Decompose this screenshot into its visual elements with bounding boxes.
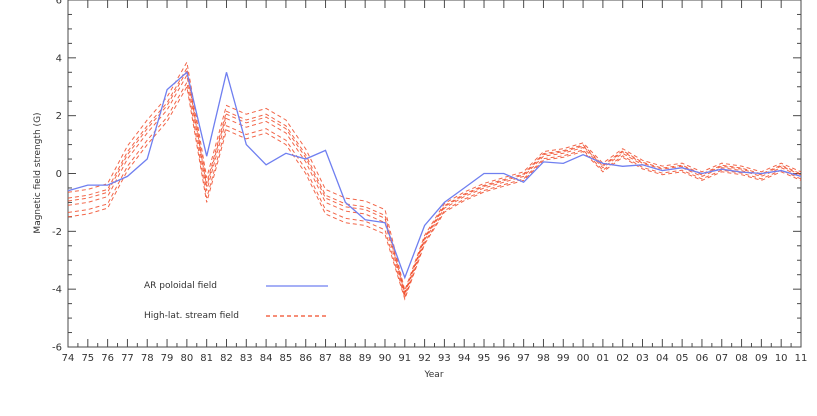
x-tick-label: 06 xyxy=(696,353,709,364)
series-layer xyxy=(67,60,802,301)
legend-label-stream: High-lat. stream field xyxy=(144,311,239,321)
y-tick-label: 4 xyxy=(56,53,62,64)
x-tick-label: 85 xyxy=(280,353,293,364)
x-tick-label: 74 xyxy=(62,353,75,364)
x-tick-label: 86 xyxy=(299,353,312,364)
x-tick-label: 09 xyxy=(755,353,768,364)
x-tick-label: 78 xyxy=(141,353,154,364)
x-tick-label: 87 xyxy=(319,353,332,364)
x-tick-label: 99 xyxy=(557,353,570,364)
x-tick-label: 97 xyxy=(517,353,530,364)
x-axis-label: Year xyxy=(423,370,443,380)
stream-field-line xyxy=(67,60,802,293)
x-tick-label: 94 xyxy=(458,353,471,364)
x-tick-label: 07 xyxy=(715,353,728,364)
stream-field-line xyxy=(67,80,802,300)
x-tick-label: 81 xyxy=(200,353,213,364)
x-tick-label: 82 xyxy=(220,353,233,364)
x-tick-label: 08 xyxy=(735,353,748,364)
y-tick-label: 0 xyxy=(56,169,62,180)
y-axis: -6 -4 -2 0 2 4 6 xyxy=(52,0,801,354)
stream-field-line xyxy=(67,69,802,296)
legend-label-ar: AR poloidal field xyxy=(144,281,217,291)
x-tick-label: 05 xyxy=(676,353,689,364)
x-tick-label: 11 xyxy=(795,353,808,364)
x-tick-label: 80 xyxy=(180,353,193,364)
x-tick-label: 88 xyxy=(339,353,352,364)
x-tick-label: 03 xyxy=(636,353,649,364)
x-tick-label: 10 xyxy=(775,353,788,364)
x-tick-label: 76 xyxy=(101,353,114,364)
x-tick-label: 04 xyxy=(656,353,669,364)
x-tick-label: 77 xyxy=(121,353,134,364)
x-tick-label: 75 xyxy=(81,353,94,364)
x-tick-label: 91 xyxy=(398,353,411,364)
plot-area xyxy=(67,0,802,348)
y-tick-label: -2 xyxy=(52,227,62,238)
y-tick-label: -4 xyxy=(52,285,62,296)
y-tick-label: 6 xyxy=(56,0,62,7)
y-tick-label: -6 xyxy=(52,343,62,354)
x-tick-label: 93 xyxy=(438,353,451,364)
x-tick-label: 98 xyxy=(537,353,550,364)
x-tick-label: 84 xyxy=(260,353,273,364)
x-axis: 74 75 76 77 78 79 80 81 82 83 84 85 86 87 88 89 90 91 92 93… xyxy=(62,0,808,364)
stream-field-line xyxy=(67,85,802,301)
x-tick-label: 79 xyxy=(161,353,174,364)
y-axis-label: Magnetic field strength (G) xyxy=(33,112,43,233)
ar-poloidal-line xyxy=(67,71,802,280)
legend: AR poloidal field High-lat. stream field xyxy=(144,281,328,321)
x-tick-label: 89 xyxy=(359,353,372,364)
x-tick-label: 96 xyxy=(497,353,510,364)
x-tick-label: 95 xyxy=(478,353,491,364)
x-tick-label: 92 xyxy=(418,353,431,364)
y-tick-label: 2 xyxy=(56,111,62,122)
x-tick-label: 00 xyxy=(577,353,590,364)
x-tick-label: 01 xyxy=(597,353,610,364)
x-tick-label: 83 xyxy=(240,353,253,364)
x-tick-label: 90 xyxy=(379,353,392,364)
x-tick-label: 02 xyxy=(616,353,629,364)
